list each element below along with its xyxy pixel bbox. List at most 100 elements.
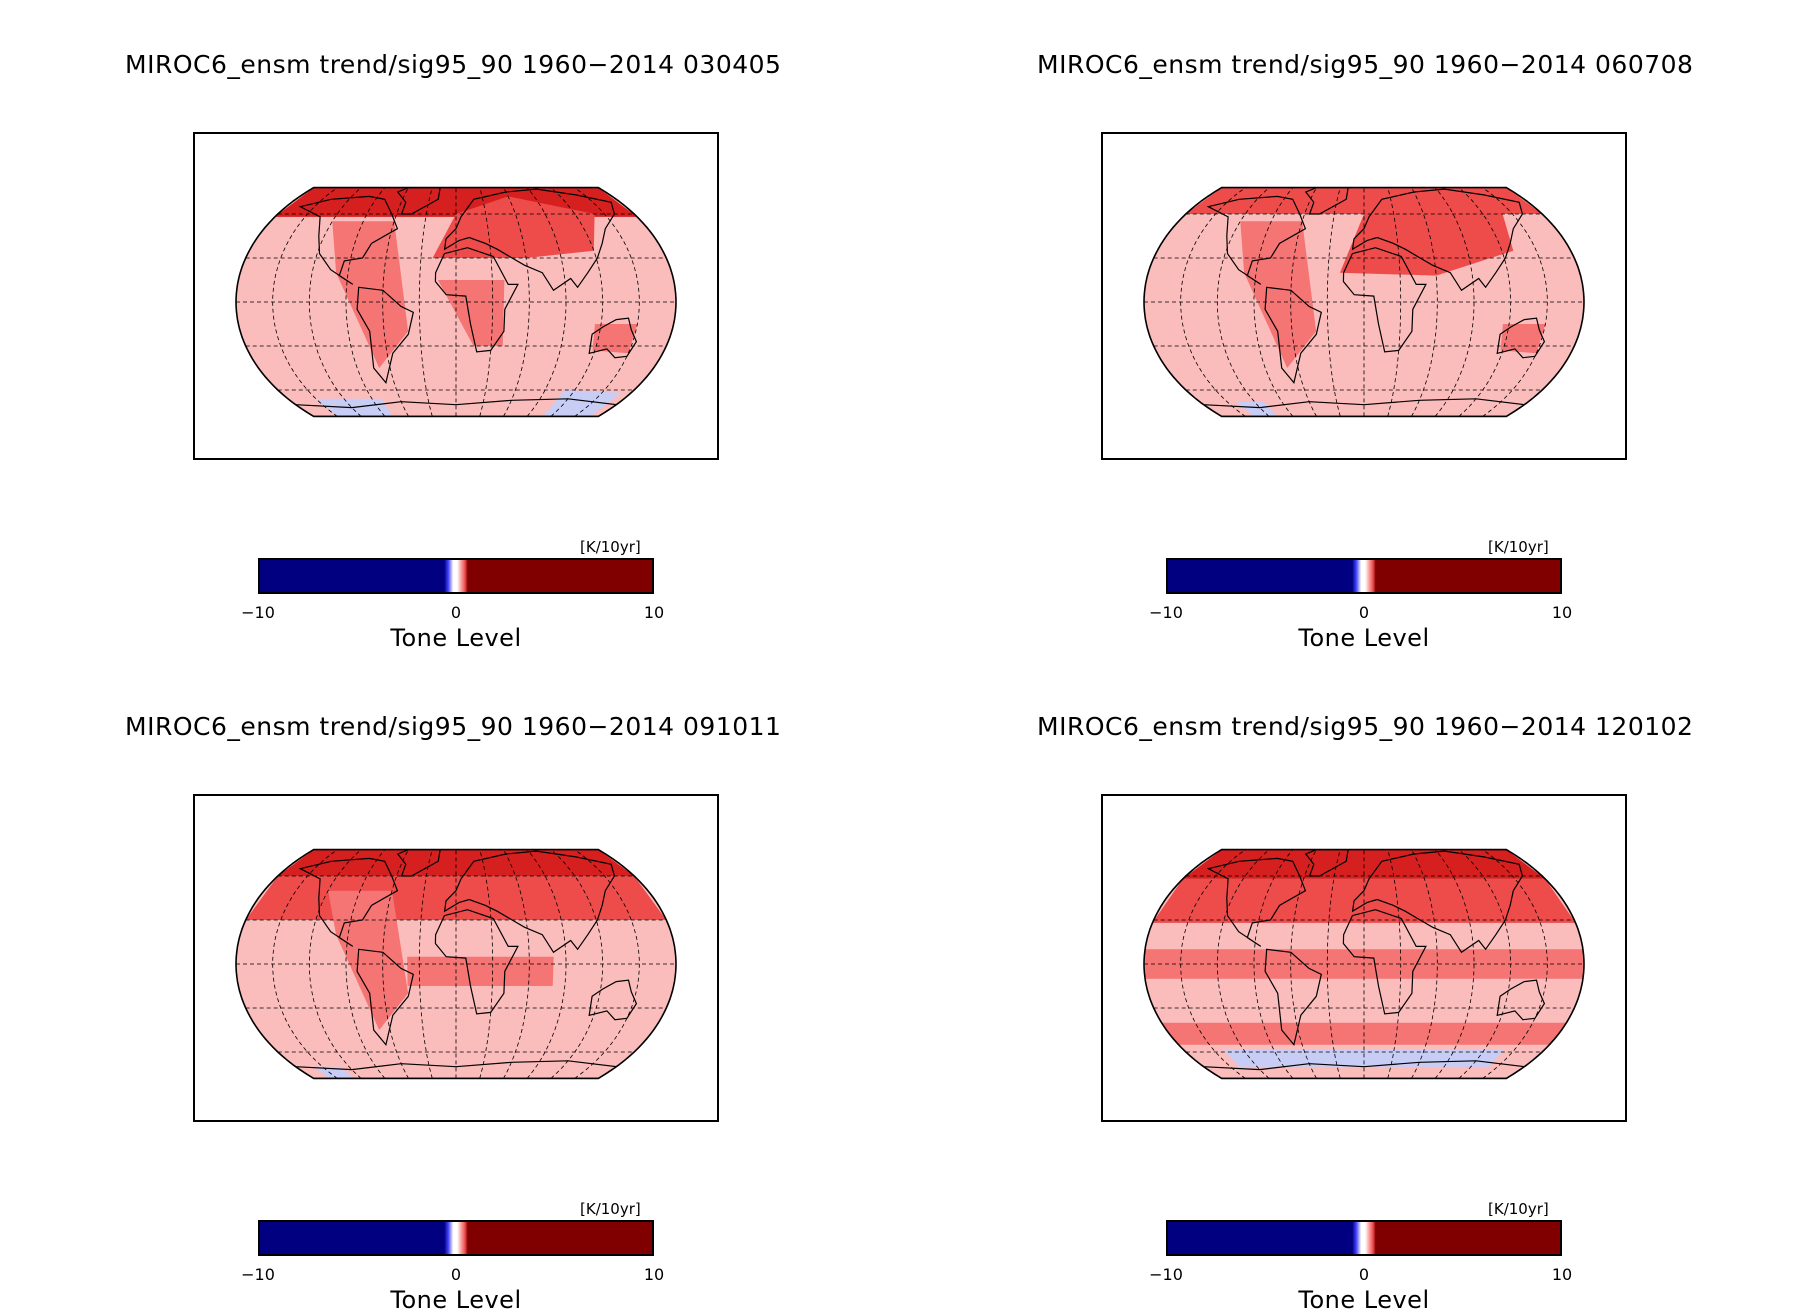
world-map bbox=[235, 848, 677, 1080]
longitude-line bbox=[1216, 849, 1270, 1079]
colorbar bbox=[258, 558, 654, 594]
panel-title: MIROC6_ensm trend/sig95_90 1960−2014 030… bbox=[125, 50, 782, 79]
coastline-africa bbox=[1342, 247, 1427, 353]
map-frame bbox=[1101, 132, 1627, 460]
colorbar-title: Tone Level bbox=[1298, 624, 1430, 652]
longitude-line bbox=[1326, 187, 1341, 417]
longitude-line bbox=[308, 849, 362, 1079]
longitude-line bbox=[1434, 187, 1475, 417]
colorbar bbox=[1166, 558, 1562, 594]
longitude-line bbox=[574, 187, 640, 417]
colorbar-tick-max: 10 bbox=[643, 603, 665, 622]
region-antarctic-cooling-2 bbox=[543, 390, 622, 417]
colorbar-tick-zero: 0 bbox=[450, 1265, 462, 1284]
colorbar-units: [K/10yr] bbox=[1488, 538, 1549, 556]
longitude-line bbox=[479, 187, 494, 417]
map-fill bbox=[236, 849, 676, 1079]
world-map bbox=[235, 186, 677, 418]
map-outline bbox=[1143, 848, 1585, 1080]
panel-title: MIROC6_ensm trend/sig95_90 1960−2014 091… bbox=[125, 712, 782, 741]
map-panel: MIROC6_ensm trend/sig95_90 1960−2014 120… bbox=[904, 662, 1808, 1316]
region-antarctic-cooling bbox=[1236, 401, 1277, 417]
coastline-south-america bbox=[356, 286, 414, 385]
longitude-line bbox=[526, 849, 567, 1079]
longitude-line bbox=[1482, 849, 1548, 1079]
colorbar-tick-zero: 0 bbox=[450, 603, 462, 622]
longitude-line bbox=[1387, 849, 1402, 1079]
map-frame bbox=[193, 132, 719, 460]
colorbar bbox=[1166, 1220, 1562, 1256]
longitude-line bbox=[1326, 849, 1341, 1079]
region-arctic bbox=[277, 849, 635, 876]
colorbar-tick-max: 10 bbox=[1551, 603, 1573, 622]
longitude-line bbox=[418, 849, 433, 1079]
longitude-line bbox=[1434, 849, 1475, 1079]
colorbar-tick-min: −10 bbox=[241, 603, 275, 622]
colorbar-title: Tone Level bbox=[390, 624, 522, 652]
longitude-line bbox=[345, 187, 386, 417]
longitude-line bbox=[1458, 187, 1512, 417]
map-frame bbox=[1101, 794, 1627, 1122]
colorbar-tick-zero: 0 bbox=[1358, 603, 1370, 622]
region-africa bbox=[437, 280, 505, 346]
coastline-australia bbox=[1496, 979, 1546, 1021]
coastline-africa bbox=[434, 909, 519, 1015]
coastline-africa bbox=[434, 247, 519, 353]
longitude-line bbox=[526, 187, 567, 417]
colorbar-tick-max: 10 bbox=[643, 1265, 665, 1284]
coastline-south-america bbox=[1264, 286, 1322, 385]
longitude-line bbox=[550, 849, 604, 1079]
colorbar-tick-min: −10 bbox=[1149, 1265, 1183, 1284]
colorbar-title: Tone Level bbox=[1298, 1286, 1430, 1314]
longitude-line bbox=[418, 187, 433, 417]
map-outline bbox=[235, 186, 677, 418]
coastline-africa bbox=[1342, 909, 1427, 1015]
world-map bbox=[1143, 848, 1585, 1080]
map-outline bbox=[235, 848, 677, 1080]
colorbar-units: [K/10yr] bbox=[1488, 1200, 1549, 1218]
coastline-australia bbox=[588, 317, 638, 359]
longitude-line bbox=[1482, 187, 1548, 417]
colorbar bbox=[258, 1220, 654, 1256]
longitude-line bbox=[272, 187, 338, 417]
map-panel: MIROC6_ensm trend/sig95_90 1960−2014 030… bbox=[0, 0, 904, 654]
region-tropics bbox=[407, 956, 554, 986]
panel-title: MIROC6_ensm trend/sig95_90 1960−2014 120… bbox=[1037, 712, 1694, 741]
map-fill bbox=[236, 187, 676, 417]
longitude-line bbox=[272, 849, 338, 1079]
longitude-line bbox=[1253, 187, 1294, 417]
longitude-line bbox=[308, 187, 362, 417]
colorbar-tick-min: −10 bbox=[1149, 603, 1183, 622]
colorbar-units: [K/10yr] bbox=[580, 538, 641, 556]
colorbar-title: Tone Level bbox=[390, 1286, 522, 1314]
map-outline bbox=[1143, 186, 1585, 418]
region-northern-land bbox=[432, 196, 595, 258]
coastline-south-america bbox=[1264, 948, 1322, 1047]
longitude-line bbox=[1253, 849, 1294, 1079]
longitude-line bbox=[1216, 187, 1270, 417]
longitude-line bbox=[550, 187, 604, 417]
coastline-australia bbox=[1496, 317, 1546, 359]
region-northern-land bbox=[1340, 196, 1514, 276]
map-panel: MIROC6_ensm trend/sig95_90 1960−2014 091… bbox=[0, 662, 904, 1316]
map-fill bbox=[1144, 187, 1584, 417]
map-panel: MIROC6_ensm trend/sig95_90 1960−2014 060… bbox=[904, 0, 1808, 654]
longitude-line bbox=[1387, 187, 1402, 417]
colorbar-tick-min: −10 bbox=[241, 1265, 275, 1284]
panel-title: MIROC6_ensm trend/sig95_90 1960−2014 060… bbox=[1037, 50, 1694, 79]
longitude-line bbox=[1458, 849, 1512, 1079]
world-map bbox=[1143, 186, 1585, 418]
map-fill bbox=[1144, 849, 1584, 1079]
colorbar-tick-zero: 0 bbox=[1358, 1265, 1370, 1284]
coastline-south-america bbox=[356, 948, 414, 1047]
region-americas bbox=[328, 890, 409, 1030]
colorbar-units: [K/10yr] bbox=[580, 1200, 641, 1218]
colorbar-tick-max: 10 bbox=[1551, 1265, 1573, 1284]
longitude-line bbox=[574, 849, 640, 1079]
longitude-line bbox=[345, 849, 386, 1079]
longitude-line bbox=[1180, 187, 1246, 417]
coastline-australia bbox=[588, 979, 638, 1021]
map-frame bbox=[193, 794, 719, 1122]
region-arctic bbox=[1182, 849, 1546, 879]
longitude-line bbox=[1180, 849, 1246, 1079]
